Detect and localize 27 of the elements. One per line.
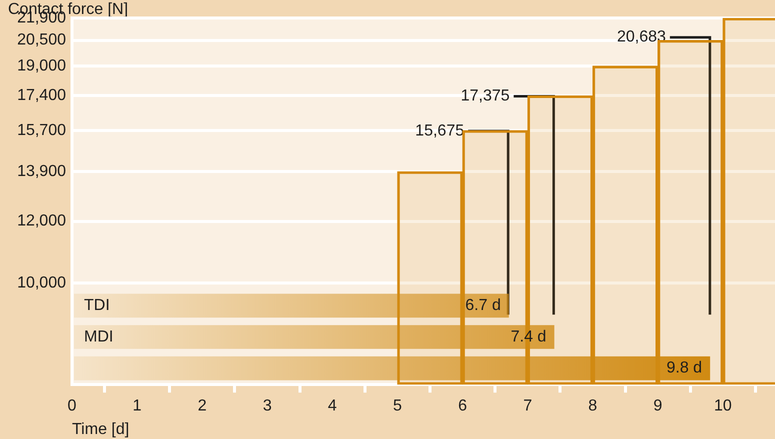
y-tick-label: 10,000 <box>17 274 66 292</box>
annotation: 17,375 <box>460 88 510 105</box>
x-tick-label: 2 <box>198 398 207 415</box>
y-tick-label: MDI <box>84 328 114 346</box>
x-tick-label: 5 <box>393 398 402 415</box>
x-tick-label: 1 <box>132 398 142 415</box>
data-label: 7.4 d <box>510 328 546 346</box>
x-tick-label: 6 <box>458 398 468 415</box>
y-tick-label: 15,700 <box>17 122 66 139</box>
x-tick-label: 4 <box>328 398 337 415</box>
x-tick-label: 7 <box>523 398 532 415</box>
annotation: 15,675 <box>415 122 464 140</box>
x-tick-label: 3 <box>262 398 272 415</box>
data-label: 6.7 d <box>465 297 501 314</box>
y-tick-label: 19,000 <box>17 57 66 74</box>
x-tick-label: 0 <box>68 398 77 415</box>
y-tick-label: 12,000 <box>17 212 66 230</box>
annotation: 20,683 <box>616 28 666 46</box>
x-axis-title: Time [d] <box>72 420 130 438</box>
y-tick-label: 20,500 <box>17 32 66 49</box>
y-tick-label: 17,400 <box>17 87 66 104</box>
x-tick-label: 9 <box>653 398 662 415</box>
y-tick-label: 13,900 <box>17 163 66 180</box>
y-tick-label: TDI <box>84 297 110 314</box>
x-tick-label: 8 <box>588 398 598 415</box>
data-label: 9.8 d <box>666 360 702 377</box>
x-tick-label: 10 <box>714 398 732 415</box>
